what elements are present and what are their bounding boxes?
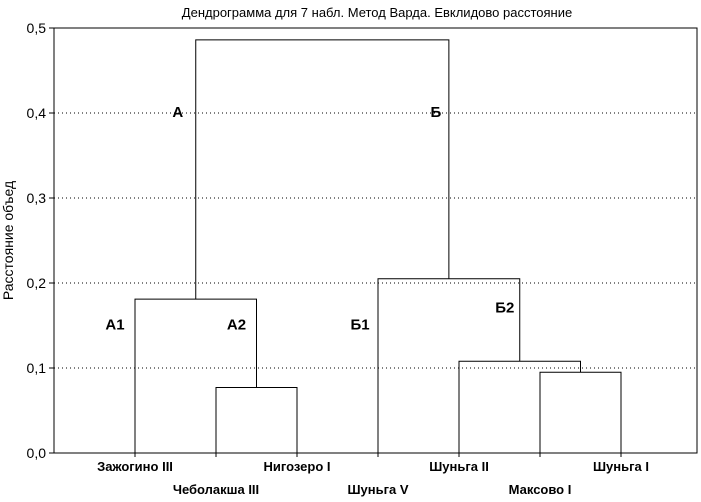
cluster-label: А2 — [227, 317, 246, 334]
cluster-label: А1 — [105, 317, 124, 334]
cluster-label: Б1 — [350, 317, 369, 334]
dendrogram-link — [215, 387, 298, 453]
leaf-label: Зажогино III — [97, 459, 173, 474]
y-axis-label: Расстояние объед — [0, 181, 16, 300]
leaf-label: Максово I — [509, 482, 572, 497]
dendrogram-link — [195, 39, 450, 300]
y-tick-label: 0,0 — [27, 445, 47, 461]
leaf-label: Шуньга II — [429, 459, 489, 474]
y-tick-label: 0,2 — [27, 275, 47, 291]
cluster-label: Б — [430, 104, 441, 121]
y-tick-label: 0,4 — [27, 105, 47, 121]
leaf-label: Нигозеро I — [263, 459, 330, 474]
cluster-label: А — [172, 104, 183, 121]
y-tick-label: 0,1 — [27, 360, 47, 376]
chart-title: Дендрограмма для 7 набл. Метод Варда. Ев… — [182, 5, 572, 20]
dendrogram-link — [539, 371, 622, 453]
leaf-label: Шуньга V — [347, 482, 408, 497]
leaf-label: Шуньга I — [593, 459, 649, 474]
leaf-label: Чеболакша III — [173, 482, 259, 497]
plot-frame — [53, 27, 698, 454]
y-tick-label: 0,3 — [27, 190, 47, 206]
dendrogram-link — [458, 360, 581, 453]
cluster-label: Б2 — [495, 300, 514, 317]
y-tick-label: 0,5 — [27, 20, 47, 36]
